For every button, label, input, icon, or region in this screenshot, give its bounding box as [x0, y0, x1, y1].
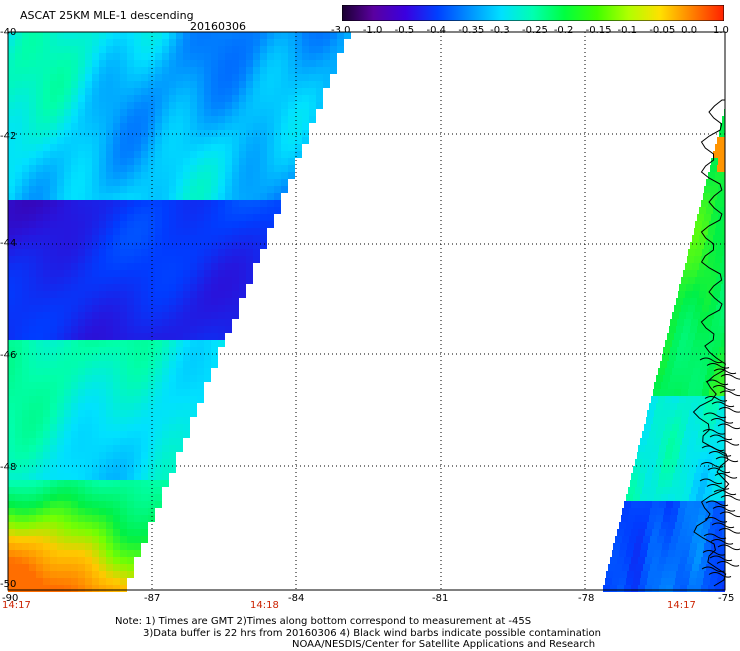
lat-label: -48 — [0, 462, 16, 473]
lon-label: -87 — [144, 593, 160, 604]
lat-label: -42 — [0, 131, 16, 142]
lon-label: -78 — [578, 593, 594, 604]
lon-label: -84 — [288, 593, 304, 604]
lat-label: -46 — [0, 350, 16, 361]
lat-label: -50 — [0, 579, 16, 590]
time-label: 14:17 — [2, 600, 31, 611]
note-line-1: Note: 1) Times are GMT 2)Times along bot… — [115, 616, 531, 628]
lon-label: -75 — [718, 593, 734, 604]
time-label: 14:17 — [667, 600, 696, 611]
note-line-3: NOAA/NESDIS/Center for Satellite Applica… — [292, 639, 595, 651]
lat-label: -44 — [0, 238, 16, 249]
lon-label: -81 — [432, 593, 448, 604]
left-swath — [8, 32, 351, 592]
lat-label: -40 — [0, 27, 16, 38]
time-label: 14:18 — [250, 600, 279, 611]
